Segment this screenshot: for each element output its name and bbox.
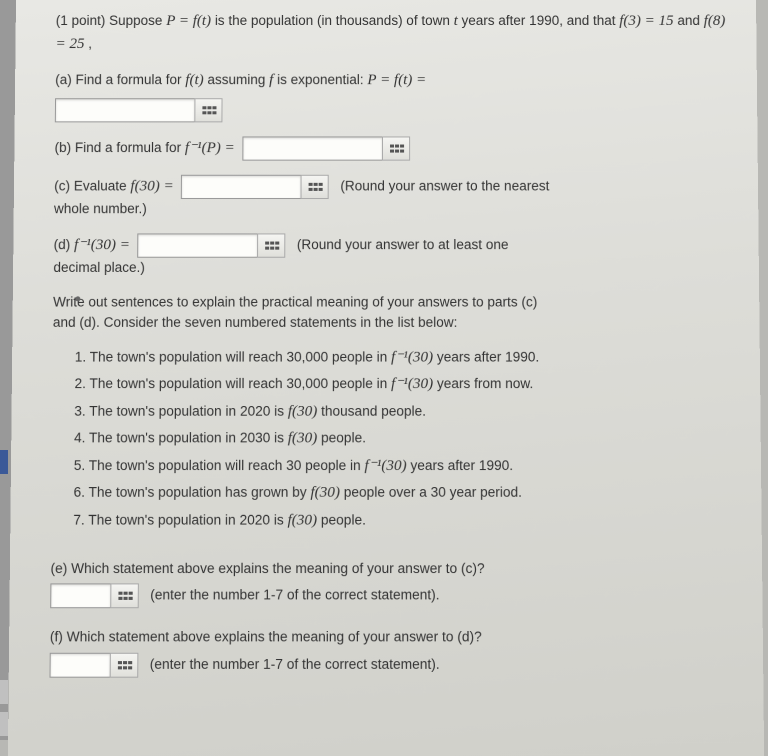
comma: , [88,36,92,51]
part-a-exp: is exponential: [277,72,367,87]
statement-5: 5. The town's population will reach 30 p… [70,454,731,477]
part-c-label: (c) Evaluate [54,178,130,193]
part-d-hint: (Round your answer to at least one [297,237,509,252]
statement-2: 2. The town's population will reach 30,0… [70,373,730,396]
answer-input-a[interactable] [55,98,196,122]
math-p-ft-eq: P = f(t) = [367,72,426,88]
math-f30: f(30) = [130,178,173,194]
math-p-eq-ft: P = f(t) [166,13,211,29]
nav-tab-2[interactable] [0,680,8,704]
part-e-label: (e) Which statement above explains the m… [50,559,731,580]
s7b: people. [317,512,366,527]
answer-input-c[interactable] [181,174,302,198]
part-c-hint: (Round your answer to the nearest [340,178,549,193]
s5-math: f⁻¹(30) [364,457,406,473]
s7a: 7. The town's population in 2020 is [73,512,287,527]
s4a: 4. The town's population in 2030 is [74,430,288,445]
s6a: 6. The town's population has grown by [74,484,311,499]
statements-list: 1. The town's population will reach 30,0… [51,346,731,532]
explain-line2: and (d). Consider the seven numbered sta… [53,313,730,334]
s3b: thousand people. [317,403,426,418]
part-f-hint: (enter the number 1-7 of the correct sta… [150,656,440,672]
intro-text-2: years after 1990, and that [462,13,620,28]
statement-1: 1. The town's population will reach 30,0… [71,346,730,369]
s6-math: f(30) [310,484,340,500]
statement-7: 7. The town's population in 2020 is f(30… [69,509,731,532]
s1b: years after 1990. [433,349,539,364]
math-t: t [454,13,458,29]
nav-tab-blue[interactable] [0,450,8,474]
s1-math: f⁻¹(30) [391,349,433,365]
math-f: f [269,72,273,88]
part-b-label: (b) Find a formula for [55,140,185,155]
statement-3: 3. The town's population in 2020 is f(30… [70,400,730,423]
s3-math: f(30) [288,403,318,419]
s1a: 1. The town's population will reach 30,0… [75,349,391,364]
s3a: 3. The town's population in 2020 is [74,403,288,418]
s4-math: f(30) [288,430,318,446]
s2-math: f⁻¹(30) [391,376,433,392]
points-label: (1 point) Suppose [56,13,167,28]
intro-text-1: is the population (in thousands) of town [215,13,454,28]
calculator-icon[interactable] [194,98,222,122]
math-ft: f(t) [185,72,203,88]
part-e: (e) Which statement above explains the m… [50,559,732,609]
part-d: (d) f⁻¹(30) = (Round your answer to at l… [53,233,728,278]
calculator-icon[interactable] [110,652,139,677]
part-a-label: (a) Find a formula for [55,72,185,87]
problem-page: (1 point) Suppose P = f(t) is the popula… [8,0,764,756]
part-a: (a) Find a formula for f(t) assuming f i… [55,69,727,122]
bullet-icon [75,296,80,301]
statement-4: 4. The town's population in 2030 is f(30… [70,427,731,450]
answer-input-b[interactable] [242,136,383,160]
explain-line1: Write out sentences to explain the pract… [53,292,729,313]
part-d-hint2: decimal place.) [53,258,728,279]
part-f-label: (f) Which statement above explains the m… [50,627,733,648]
part-b: (b) Find a formula for f⁻¹(P) = [54,136,727,160]
calculator-icon[interactable] [382,136,410,160]
statement-6: 6. The town's population has grown by f(… [69,481,731,504]
and-text: and [677,13,703,28]
math-given1: f(3) = 15 [619,13,673,29]
part-d-label: (d) [54,237,75,252]
s4b: people. [317,430,366,445]
s7-math: f(30) [287,512,317,528]
math-finv-p: f⁻¹(P) = [185,140,235,156]
part-c-hint2: whole number.) [54,199,728,219]
calculator-icon[interactable] [301,174,329,198]
part-e-hint: (enter the number 1-7 of the correct sta… [150,587,439,603]
math-finv30: f⁻¹(30) = [74,237,130,253]
s2b: years from now. [433,376,533,391]
answer-input-f[interactable] [49,652,110,677]
answer-input-d[interactable] [137,233,258,257]
explain-section: Write out sentences to explain the pract… [53,292,730,333]
part-f: (f) Which statement above explains the m… [49,627,732,677]
part-a-cond: assuming [207,72,269,87]
calculator-icon[interactable] [110,584,139,609]
problem-header: (1 point) Suppose P = f(t) is the popula… [55,10,726,55]
s6b: people over a 30 year period. [340,484,522,499]
nav-tab-3[interactable] [0,712,8,736]
s5b: years after 1990. [407,457,514,472]
answer-input-e[interactable] [50,584,111,609]
s2a: 2. The town's population will reach 30,0… [74,376,391,391]
calculator-icon[interactable] [257,233,285,257]
part-c: (c) Evaluate f(30) = (Round your answer … [54,174,728,219]
s5a: 5. The town's population will reach 30 p… [74,457,365,472]
